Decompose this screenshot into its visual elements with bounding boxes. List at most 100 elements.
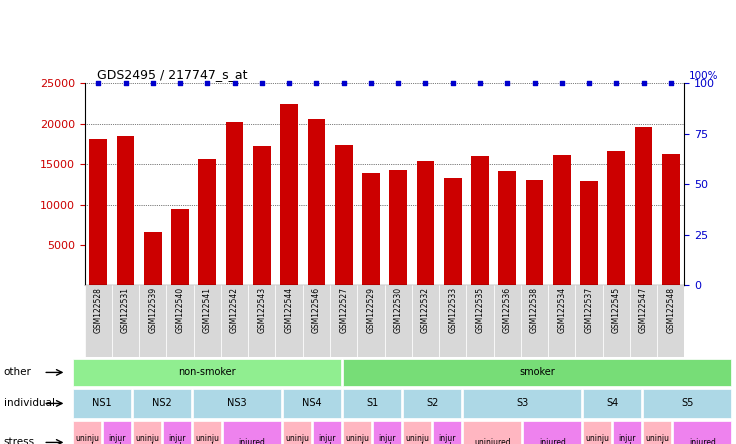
- Bar: [139, 285, 166, 357]
- Bar: [412, 285, 439, 357]
- Point: [420, 80, 431, 87]
- Text: injur
ed: injur ed: [618, 434, 636, 444]
- Text: NS2: NS2: [152, 398, 172, 408]
- Text: injur
ed: injur ed: [108, 434, 126, 444]
- Bar: [471, 156, 489, 285]
- Bar: [103, 421, 131, 444]
- Bar: [357, 285, 384, 357]
- Bar: [221, 285, 248, 357]
- Text: NS4: NS4: [302, 398, 322, 408]
- Bar: [603, 285, 630, 357]
- Text: uninju
red: uninju red: [285, 434, 309, 444]
- Bar: [403, 421, 431, 444]
- Bar: [463, 388, 581, 418]
- Point: [120, 80, 132, 87]
- Text: S5: S5: [681, 398, 693, 408]
- Point: [147, 80, 159, 87]
- Text: uninjured: uninjured: [474, 438, 511, 444]
- Text: S3: S3: [516, 398, 528, 408]
- Text: GSM122530: GSM122530: [394, 287, 403, 333]
- Text: injur
ed: injur ed: [439, 434, 456, 444]
- Text: GSM122535: GSM122535: [475, 287, 484, 333]
- Text: uninju
red: uninju red: [75, 434, 99, 444]
- Bar: [583, 388, 641, 418]
- Point: [665, 80, 676, 87]
- Point: [93, 80, 105, 87]
- Bar: [548, 285, 576, 357]
- Text: uninju
red: uninju red: [345, 434, 369, 444]
- Bar: [171, 209, 189, 285]
- Point: [447, 80, 459, 87]
- Bar: [526, 180, 543, 285]
- Bar: [634, 127, 652, 285]
- Text: S1: S1: [366, 398, 378, 408]
- Text: uninju
red: uninju red: [585, 434, 609, 444]
- Bar: [389, 170, 407, 285]
- Text: individual: individual: [4, 398, 54, 408]
- Text: GSM122541: GSM122541: [203, 287, 212, 333]
- Bar: [343, 388, 401, 418]
- Bar: [112, 285, 139, 357]
- Bar: [613, 421, 641, 444]
- Point: [610, 80, 622, 87]
- Bar: [133, 421, 161, 444]
- Text: stress: stress: [4, 437, 35, 444]
- Text: uninju
red: uninju red: [195, 434, 219, 444]
- Text: GSM122537: GSM122537: [584, 287, 593, 333]
- Bar: [580, 181, 598, 285]
- Bar: [73, 388, 131, 418]
- Bar: [199, 159, 216, 285]
- Bar: [226, 122, 244, 285]
- Point: [311, 80, 322, 87]
- Bar: [433, 421, 461, 444]
- Bar: [362, 173, 380, 285]
- Text: injured: injured: [539, 438, 566, 444]
- Text: GSM122547: GSM122547: [639, 287, 648, 333]
- Text: injur
ed: injur ed: [378, 434, 396, 444]
- Text: GSM122543: GSM122543: [258, 287, 266, 333]
- Bar: [280, 104, 298, 285]
- Text: GSM122539: GSM122539: [148, 287, 158, 333]
- Text: GSM122548: GSM122548: [666, 287, 676, 333]
- Text: non-smoker: non-smoker: [178, 368, 236, 377]
- Text: NS3: NS3: [227, 398, 247, 408]
- Text: GSM122544: GSM122544: [285, 287, 294, 333]
- Bar: [248, 285, 275, 357]
- Point: [202, 80, 213, 87]
- Point: [365, 80, 377, 87]
- Bar: [85, 285, 112, 357]
- Point: [556, 80, 567, 87]
- Text: GSM122542: GSM122542: [230, 287, 239, 333]
- Bar: [498, 170, 516, 285]
- Point: [583, 80, 595, 87]
- Text: GSM122533: GSM122533: [448, 287, 457, 333]
- Bar: [583, 421, 612, 444]
- Bar: [283, 388, 342, 418]
- Bar: [657, 285, 684, 357]
- Text: injured: injured: [238, 438, 266, 444]
- Point: [474, 80, 486, 87]
- Text: GSM122529: GSM122529: [367, 287, 375, 333]
- Text: S4: S4: [606, 398, 618, 408]
- Text: GSM122531: GSM122531: [121, 287, 130, 333]
- Text: NS1: NS1: [92, 398, 112, 408]
- Bar: [343, 359, 732, 386]
- Point: [338, 80, 350, 87]
- Bar: [643, 421, 671, 444]
- Text: GSM122527: GSM122527: [339, 287, 348, 333]
- Bar: [302, 285, 330, 357]
- Bar: [275, 285, 302, 357]
- Bar: [89, 139, 107, 285]
- Bar: [643, 388, 732, 418]
- Bar: [523, 421, 581, 444]
- Text: uninju
red: uninju red: [645, 434, 669, 444]
- Bar: [223, 421, 281, 444]
- Bar: [467, 285, 494, 357]
- Text: smoker: smoker: [520, 368, 555, 377]
- Point: [501, 80, 513, 87]
- Text: S2: S2: [426, 398, 439, 408]
- Bar: [330, 285, 357, 357]
- Bar: [444, 178, 461, 285]
- Bar: [133, 388, 191, 418]
- Text: GSM122538: GSM122538: [530, 287, 539, 333]
